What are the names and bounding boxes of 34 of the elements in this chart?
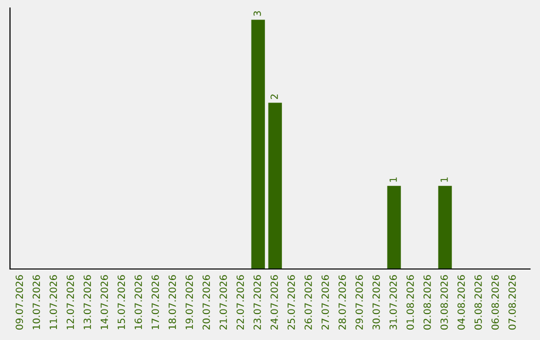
x-tick-label: 13.07.2026 xyxy=(84,275,91,330)
x-tick-label: 01.08.2026 xyxy=(406,275,414,330)
x-tick-label: 22.07.2026 xyxy=(236,275,244,330)
x-tick-label: 16.07.2026 xyxy=(134,275,142,330)
x-tick-label: 17.07.2026 xyxy=(152,275,159,330)
data-label: 3 xyxy=(254,11,261,16)
x-tick-label: 26.07.2026 xyxy=(304,275,312,330)
x-tick-label: 24.07.2026 xyxy=(270,275,278,330)
x-tick-label: 23.07.2026 xyxy=(254,275,261,330)
x-tick-label: 09.07.2026 xyxy=(16,275,24,330)
x-tick-label: 12.07.2026 xyxy=(66,275,74,330)
x-tick-label: 06.08.2026 xyxy=(491,275,499,330)
data-label: 1 xyxy=(440,178,448,182)
x-tick-label: 07.08.2026 xyxy=(508,275,516,330)
x-tick-label: 21.07.2026 xyxy=(220,275,227,330)
x-tick-label: 27.07.2026 xyxy=(322,275,329,330)
x-tick-label: 05.08.2026 xyxy=(474,275,482,330)
x-tick-label: 10.07.2026 xyxy=(32,275,40,330)
x-tick-label: 15.07.2026 xyxy=(118,275,125,330)
x-tick-label: 28.07.2026 xyxy=(338,275,346,330)
x-tick-label: 30.07.2026 xyxy=(372,275,380,330)
x-tick-label: 19.07.2026 xyxy=(186,275,193,330)
x-tick-label: 02.08.2026 xyxy=(424,275,431,330)
x-tick-label: 14.07.2026 xyxy=(100,275,108,330)
data-label: 1 xyxy=(390,178,397,182)
x-tick-label: 25.07.2026 xyxy=(288,275,295,330)
x-tick-label: 18.07.2026 xyxy=(168,275,176,330)
x-tick-label: 04.08.2026 xyxy=(457,275,465,330)
x-tick-label: 31.07.2026 xyxy=(390,275,397,330)
x-tick-label: 03.08.2026 xyxy=(440,275,448,330)
data-label: 2 xyxy=(270,94,278,100)
x-tick-label: 29.07.2026 xyxy=(356,275,363,330)
x-tick-label: 20.07.2026 xyxy=(202,275,210,330)
x-tick-label: 11.07.2026 xyxy=(50,275,58,330)
